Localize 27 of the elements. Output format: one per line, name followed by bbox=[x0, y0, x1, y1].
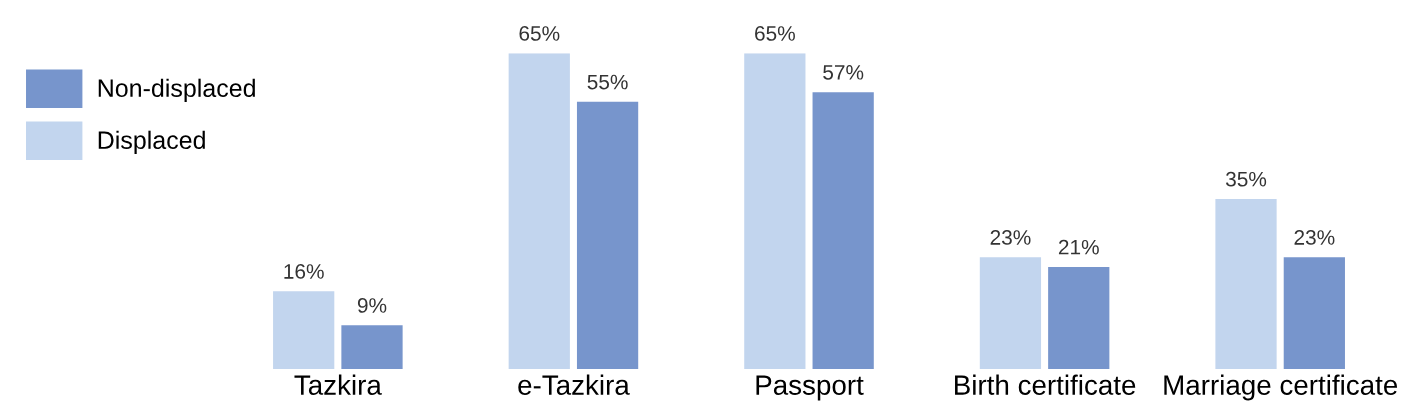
bar bbox=[812, 92, 874, 369]
data-label: 57% bbox=[823, 65, 864, 80]
x-tick-label: Passport bbox=[756, 375, 864, 401]
data-label: 55% bbox=[587, 74, 628, 90]
data-label: 65% bbox=[755, 26, 795, 41]
data-label: 65% bbox=[519, 26, 560, 41]
bar bbox=[1048, 267, 1110, 369]
bar bbox=[508, 53, 570, 369]
data-label: 9% bbox=[357, 298, 387, 313]
x-tick-label: Tazkira bbox=[294, 374, 382, 395]
data-label: 23% bbox=[990, 230, 1031, 245]
bar bbox=[273, 291, 335, 369]
bar bbox=[341, 325, 403, 369]
legend-label: Non-displaced bbox=[98, 78, 255, 102]
data-label: 21% bbox=[1058, 239, 1099, 255]
bar bbox=[576, 101, 639, 369]
x-tick-label: Birth certificate bbox=[955, 374, 1136, 395]
bar bbox=[979, 257, 1042, 369]
legend-label: Displaced bbox=[98, 130, 205, 154]
x-tick-label: Marriage certificate bbox=[1164, 374, 1398, 401]
bar bbox=[744, 53, 806, 369]
bar bbox=[1215, 199, 1277, 369]
x-tick-label: e-Tazkira bbox=[518, 374, 630, 395]
bar bbox=[1283, 257, 1345, 369]
data-label: 23% bbox=[1294, 230, 1335, 245]
data-label: 16% bbox=[284, 264, 324, 279]
data-label: 35% bbox=[1225, 171, 1267, 187]
